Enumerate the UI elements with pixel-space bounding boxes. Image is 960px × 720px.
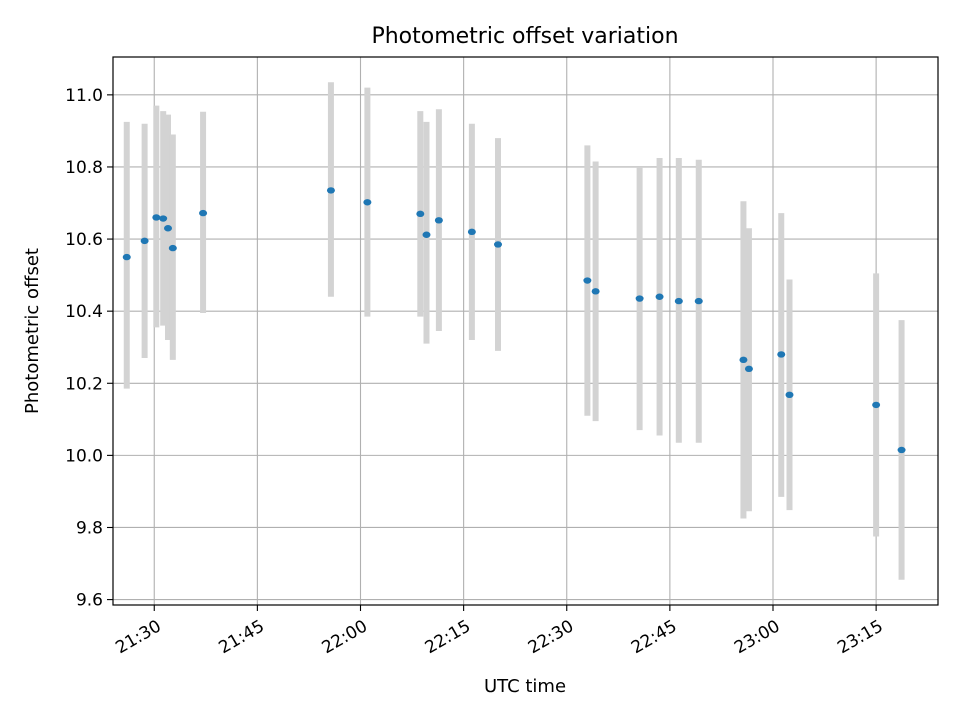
y-axis-ticks: 9.6 9.8 10.0 10.2 10.4 10.6 10.8 11.0 (65, 86, 113, 611)
data-points (122, 187, 906, 454)
data-point (739, 356, 748, 364)
data-point (159, 215, 168, 222)
x-axis-label: UTC time (484, 676, 566, 697)
y-tick-label: 10.8 (65, 158, 103, 178)
y-tick-label: 10.4 (65, 302, 103, 322)
data-point (655, 293, 664, 300)
data-point (422, 231, 431, 238)
data-point (199, 209, 208, 217)
data-point (168, 244, 177, 252)
data-point (583, 277, 592, 284)
data-point (152, 214, 161, 221)
data-point (434, 217, 443, 224)
y-tick-label: 9.8 (76, 518, 103, 538)
data-point (363, 199, 372, 206)
data-point (164, 225, 172, 232)
data-point (872, 401, 881, 409)
data-point (591, 288, 600, 295)
plot-frame (112, 56, 939, 606)
data-point (467, 228, 476, 236)
data-point (416, 210, 425, 218)
data-point (744, 365, 753, 373)
data-point (777, 351, 786, 358)
y-axis-label: Photometric offset (22, 248, 43, 414)
data-point (122, 253, 131, 261)
grid (113, 57, 938, 605)
y-tick-label: 11.0 (65, 86, 103, 106)
data-point (326, 187, 335, 194)
data-point (785, 391, 794, 399)
data-point (674, 297, 683, 305)
chart-title: Photometric offset variation (371, 24, 678, 49)
data-point (694, 297, 703, 305)
data-point (140, 237, 149, 245)
y-tick-label: 10.6 (65, 230, 103, 250)
data-point (494, 241, 502, 248)
data-point (897, 446, 906, 454)
y-tick-label: 10.2 (65, 374, 103, 394)
data-point (635, 295, 644, 302)
y-tick-label: 10.0 (65, 446, 103, 466)
y-tick-label: 9.6 (76, 591, 103, 611)
